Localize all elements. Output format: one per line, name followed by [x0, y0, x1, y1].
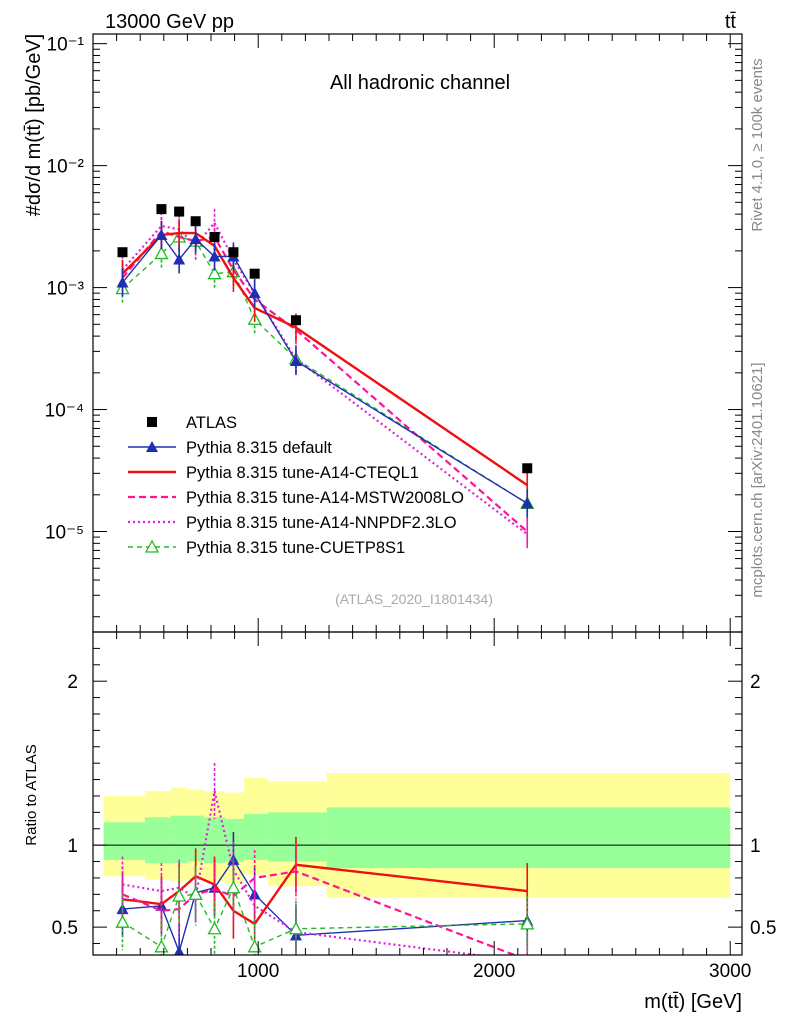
legend-marker — [144, 539, 160, 553]
ratio-series-point — [520, 916, 535, 930]
main-series-point — [207, 266, 222, 280]
legend-label: Pythia 8.315 default — [186, 439, 332, 457]
main-y-tick-label: 10⁻⁵ — [45, 523, 84, 544]
atlas-data-point — [174, 206, 185, 217]
legend-label: Pythia 8.315 tune-A14-NNPDF2.3LO — [186, 514, 457, 532]
ratio-y-tick-label: 1 — [67, 836, 78, 857]
main-y-tick-label: 10⁻³ — [47, 279, 85, 300]
main-y-axis-label: #dσ/d m(tt̄) [pb/GeV] — [23, 34, 45, 216]
chart-title: All hadronic channel — [330, 72, 510, 94]
ratio-y-tick-label: 2 — [67, 672, 78, 693]
main-series-point — [248, 287, 261, 299]
ratio-series-point — [288, 921, 304, 935]
ratio-band-inner — [170, 815, 188, 864]
energy-label: 13000 GeV pp — [105, 11, 234, 33]
atlas-data-point — [290, 315, 301, 326]
main-series-point — [521, 497, 534, 509]
ratio-y-axis-label: Ratio to ATLAS — [23, 744, 40, 845]
atlas-data-point — [228, 247, 239, 258]
main-series-point — [173, 253, 186, 265]
ratio-series-point — [247, 939, 262, 953]
ratio-band-inner — [103, 822, 145, 860]
x-tick-label: 2000 — [473, 961, 515, 982]
main-series-point — [116, 276, 129, 288]
x-tick-label: 1000 — [237, 961, 279, 982]
legend-marker — [146, 441, 158, 452]
ratio-series-group — [115, 763, 535, 955]
main-series-point — [154, 246, 169, 260]
x-tick-label: 3000 — [709, 961, 751, 982]
atlas-data-point — [249, 268, 260, 279]
legend-marker-atlas — [147, 417, 157, 427]
ratio-series-line — [122, 790, 485, 955]
analysis-label: (ATLAS_2020_I1801434) — [335, 591, 493, 607]
legend-label: Pythia 8.315 tune-A14-CTEQL1 — [186, 464, 419, 482]
legend-label: Pythia 8.315 tune-CUETP8S1 — [186, 539, 405, 557]
atlas-data-point — [522, 463, 533, 474]
ratio-band-inner — [267, 812, 327, 862]
atlas-data-point — [117, 247, 128, 258]
main-series-point — [208, 250, 221, 262]
ratio-series-point — [174, 945, 185, 955]
source-label: mcplots.cern.ch [arXiv:2401.10621] — [749, 362, 766, 597]
atlas-data-point — [190, 216, 201, 227]
ratio-y-tick-label: 0.5 — [52, 918, 78, 939]
ratio-frame — [92, 631, 743, 956]
ratio-series-point — [207, 921, 222, 935]
legend-label: Pythia 8.315 tune-A14-MSTW2008LO — [186, 489, 464, 507]
ratio-band-inner — [326, 807, 731, 869]
atlas-data-point — [156, 204, 167, 215]
main-series-point — [155, 228, 168, 240]
ratio-band-inner — [187, 815, 204, 862]
ratio-series-point — [154, 939, 169, 953]
main-y-tick-label: 10⁻⁴ — [45, 401, 84, 422]
atlas-data-point — [209, 231, 220, 242]
ratio-series-point — [226, 880, 241, 894]
ratio-series-point — [188, 886, 203, 900]
ratio-y-tick-label-right: 0.5 — [750, 918, 776, 939]
ratio-band-inner — [203, 817, 226, 864]
ratio-band-inner — [144, 817, 171, 864]
x-axis-label: m(tt̄) [GeV] — [644, 991, 742, 1013]
main-series-point — [289, 355, 302, 367]
main-y-tick-label: 10⁻² — [47, 157, 85, 178]
main-series-point — [189, 233, 202, 245]
main-series-group — [115, 204, 535, 549]
ratio-series-point — [172, 888, 187, 902]
ratio-y-tick-label-right: 1 — [750, 836, 761, 857]
ratio-band-inner — [225, 818, 245, 862]
ratio-y-tick-label-right: 2 — [750, 672, 761, 693]
process-label: tt̄ — [725, 11, 737, 33]
main-y-tick-label: 10⁻¹ — [47, 35, 85, 56]
legend-label: ATLAS — [186, 414, 237, 432]
ratio-band-inner — [244, 813, 268, 860]
ratio-series-point — [115, 914, 130, 928]
rivet-label: Rivet 4.1.0, ≥ 100k events — [749, 58, 766, 231]
